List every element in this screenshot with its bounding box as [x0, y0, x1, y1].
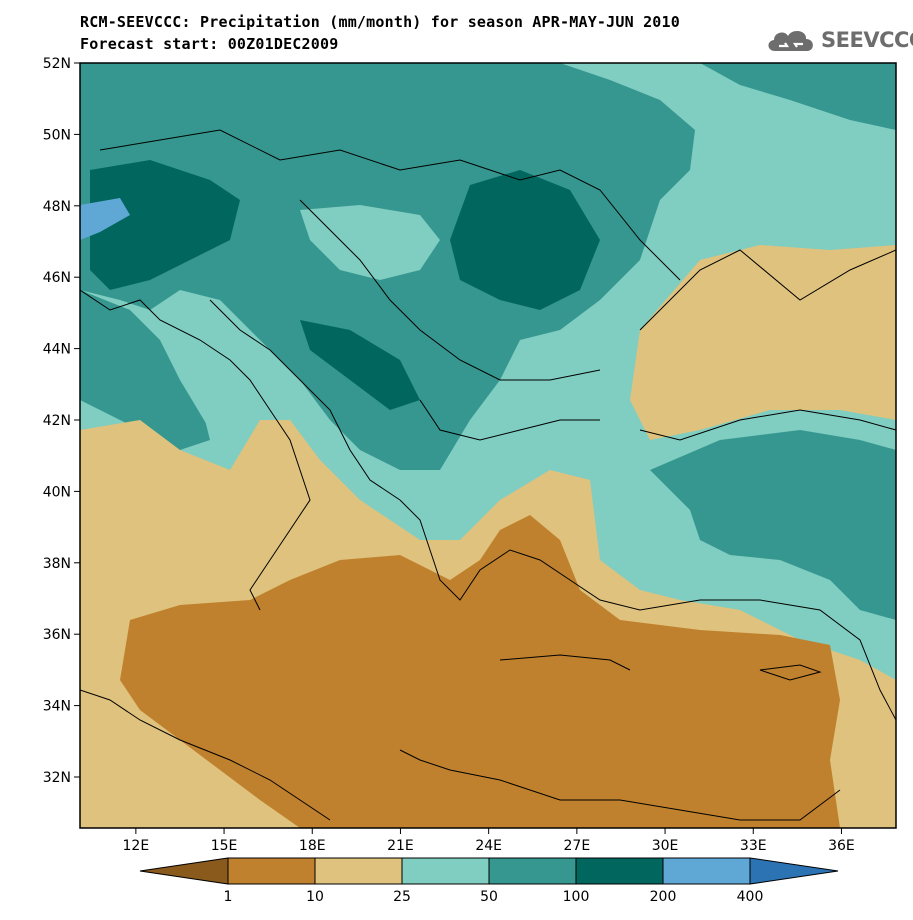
forecast-start-label: Forecast start: 00Z01DEC2009 [80, 35, 339, 53]
colorbar-label: 400 [737, 889, 764, 905]
map-frame [79, 62, 897, 829]
lon-tick-label: 12E [123, 838, 150, 854]
field-dry-dark-med [120, 515, 840, 828]
lat-tick-label: 52N [43, 56, 71, 72]
field-dry-blacksea [630, 245, 896, 440]
coastline-libya-egypt [399, 749, 841, 821]
latitude-axis: 52N 50N 48N 46N 44N 42N 40N 38N 36N 34N 32N [43, 56, 80, 786]
colorbar-bin-above-400 [749, 857, 839, 885]
colorbar-bin-10-25 [314, 857, 403, 885]
colorbar-bin-25-50 [401, 857, 490, 885]
coastline-adriatic [209, 299, 401, 501]
lon-tick-label: 18E [299, 838, 326, 854]
lat-tick-label: 44N [43, 342, 71, 358]
lat-tick-label: 36N [43, 627, 71, 643]
lat-tick-label: 50N [43, 127, 71, 143]
coastline-blacksea-north [639, 249, 896, 331]
colorbar-label: 1 [224, 889, 233, 905]
lat-tick-label: 46N [43, 270, 71, 286]
field-dark-dinaric [300, 320, 420, 410]
coastline-africa [80, 689, 331, 821]
field-verywet-alps [80, 198, 130, 240]
colorbar-label: 25 [393, 889, 411, 905]
lon-tick-label: 30E [652, 838, 679, 854]
lon-tick-label: 33E [740, 838, 767, 854]
border-southern-balkans [419, 399, 600, 441]
lat-tick-label: 48N [43, 199, 71, 215]
lon-tick-label: 15E [211, 838, 238, 854]
colorbar-label: 50 [480, 889, 498, 905]
colorbar-bin-below-1 [139, 857, 229, 885]
colorbar-label: 100 [563, 889, 590, 905]
lon-tick-label: 24E [475, 838, 502, 854]
lat-tick-label: 34N [43, 699, 71, 715]
longitude-axis: 12E 15E 18E 21E 24E 27E 30E 33E 36E [123, 828, 855, 854]
lat-tick-label: 38N [43, 556, 71, 572]
seevccc-logo: SEEVCCC [765, 22, 913, 58]
border-balkans [299, 199, 601, 381]
field-mid-northeast [700, 63, 896, 130]
lat-tick-label: 40N [43, 484, 71, 500]
precipitation-field [80, 63, 896, 828]
colorbar-bin-200-400 [662, 857, 751, 885]
colorbar-label: 200 [650, 889, 677, 905]
coastline-crete [499, 654, 631, 671]
field-mid-west [80, 290, 210, 450]
coastline-blacksea-south [639, 409, 896, 441]
coastline-cyprus [759, 664, 822, 681]
coastlines [80, 129, 896, 821]
colorbar-label: 10 [306, 889, 324, 905]
logo-text: SEEVCCC [821, 28, 913, 52]
colorbar-bin-1-10 [227, 857, 316, 885]
lon-tick-label: 21E [387, 838, 414, 854]
lat-tick-label: 42N [43, 413, 71, 429]
border-central-europe [99, 129, 681, 281]
map-title: RCM-SEEVCCC: Precipitation (mm/month) fo… [80, 13, 680, 31]
field-mid-anatolia [650, 430, 896, 620]
field-dark-carpathian [450, 170, 600, 310]
lon-tick-label: 36E [828, 838, 855, 854]
field-dark-alps [90, 160, 240, 290]
field-light-pannonian [300, 205, 440, 280]
lon-tick-label: 27E [564, 838, 591, 854]
colorbar-bin-50-100 [488, 857, 577, 885]
lat-tick-label: 32N [43, 770, 71, 786]
coastline-aegean-anatolia [399, 499, 896, 721]
cloud-icon [768, 30, 813, 51]
coastline-italy-west [80, 289, 311, 611]
colorbar-bin-100-200 [575, 857, 664, 885]
colorbar: 1 10 25 50 100 200 400 [139, 857, 839, 905]
